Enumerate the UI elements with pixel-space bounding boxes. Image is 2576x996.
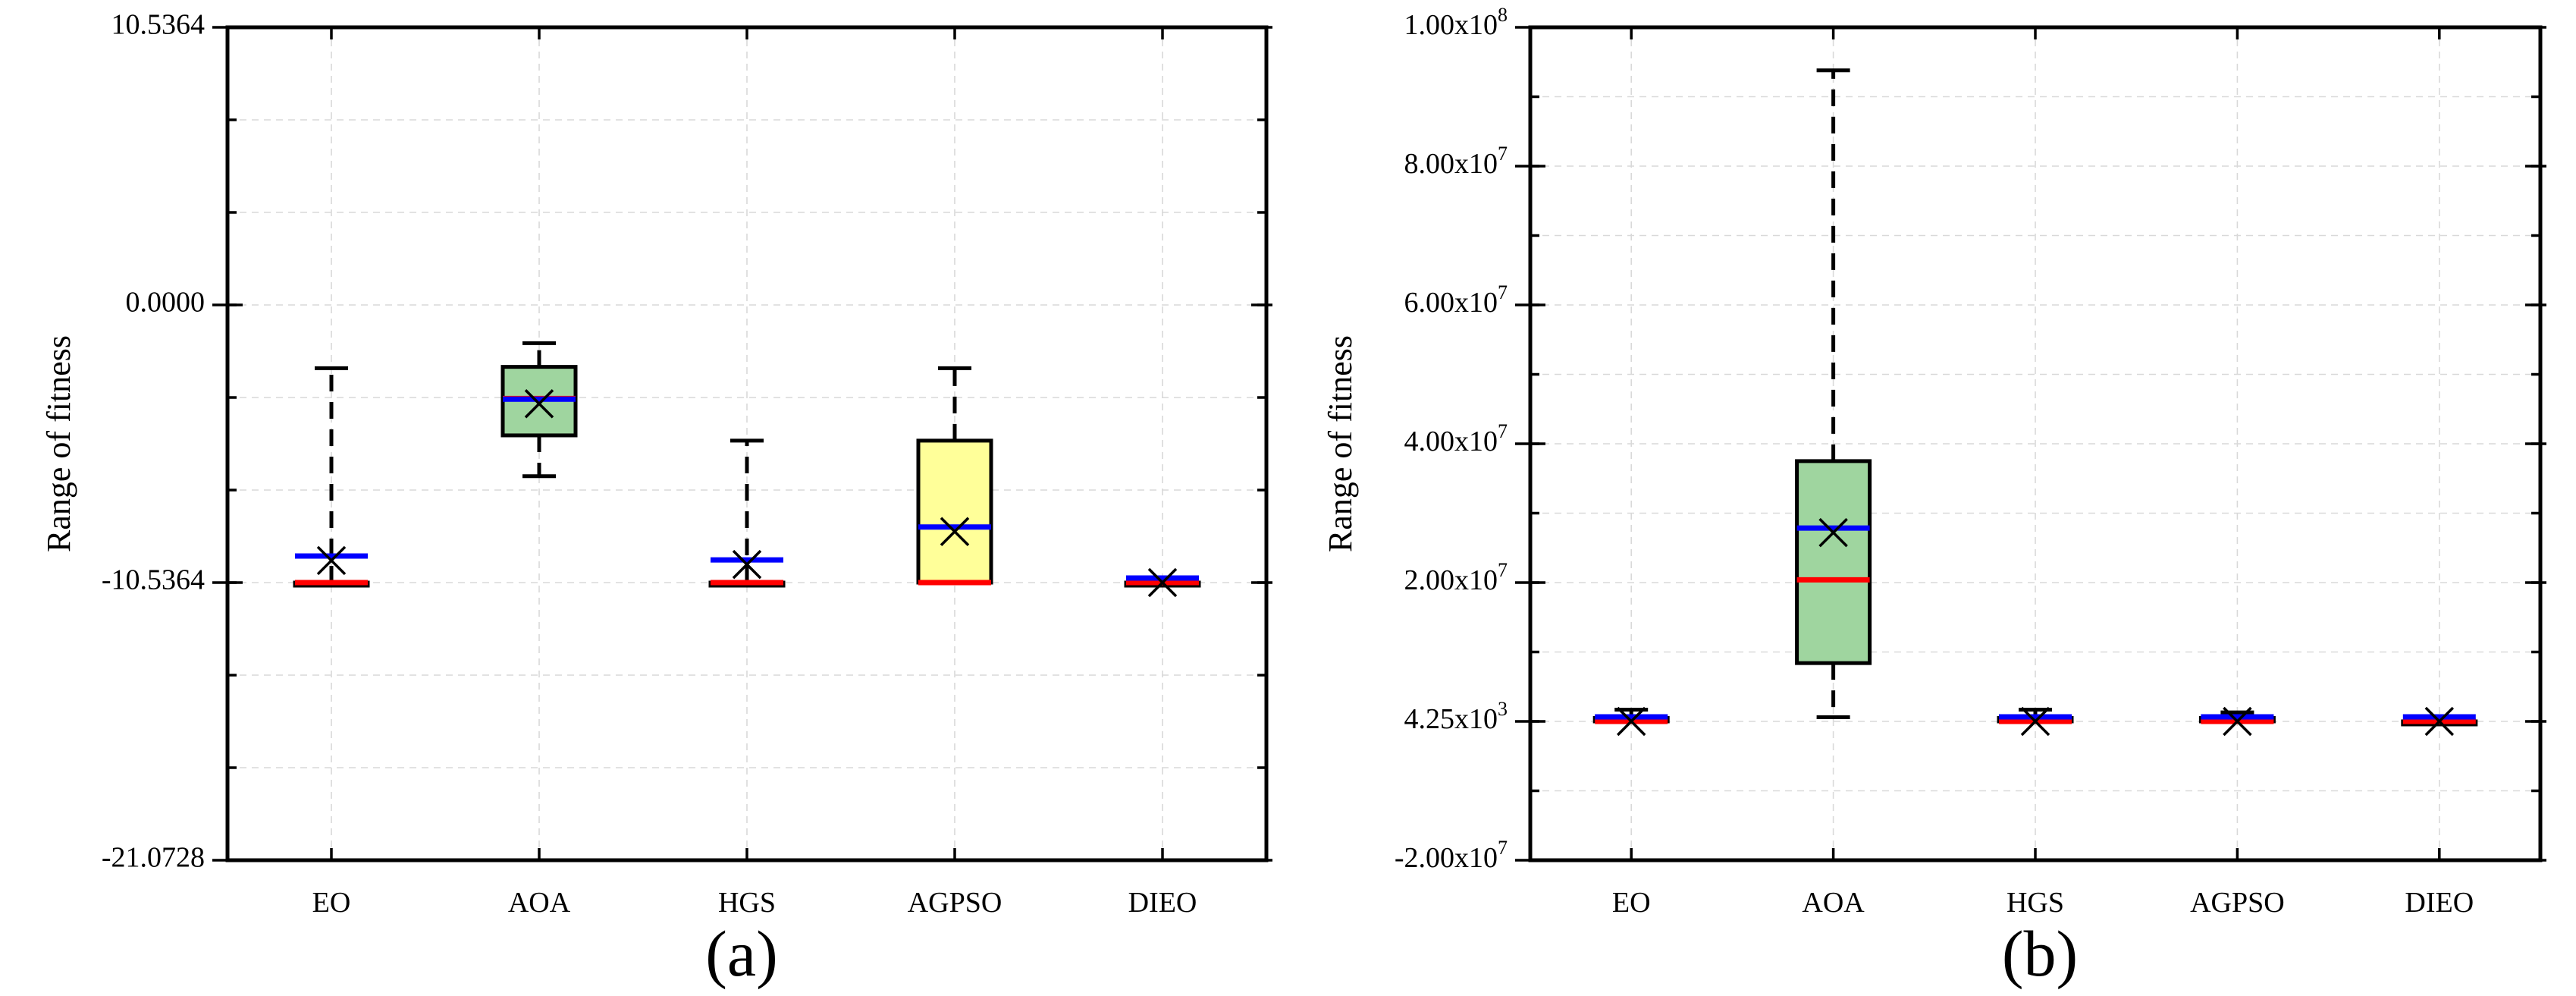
mean-marker: [2223, 706, 2252, 737]
y-axis-label: Range of fitness: [1322, 335, 1359, 552]
box-aoa: [1795, 68, 1872, 720]
y-tick-label: -21.0728: [102, 842, 205, 874]
box-agpso: [916, 366, 993, 586]
y-tick-label: 4.00x107: [1404, 420, 1508, 457]
panel-label: (b): [2002, 917, 2078, 990]
box-aoa: [500, 341, 578, 479]
box-hgs: [708, 438, 786, 588]
mean-marker: [1616, 706, 1646, 737]
mean-marker: [1147, 567, 1178, 598]
y-tick-label: 8.00x107: [1404, 143, 1508, 180]
y-tick-label: 2.00x107: [1404, 559, 1508, 596]
mean-marker: [2424, 706, 2455, 737]
box-hgs: [1997, 706, 2074, 737]
box-body: [1795, 459, 1872, 665]
box-agpso: [2198, 706, 2276, 737]
y-tick-label: 4.25x103: [1404, 698, 1508, 735]
x-tick-label: HGS: [2007, 887, 2064, 919]
x-tick-label: DIEO: [1128, 887, 1197, 919]
y-tick-label: 6.00x107: [1404, 281, 1508, 319]
y-tick-label: -2.00x107: [1395, 837, 1508, 874]
x-tick-label: HGS: [718, 887, 776, 919]
panel-label: (a): [705, 917, 777, 990]
plot-frame: [225, 25, 1269, 862]
y-tick-label: 0.0000: [126, 287, 206, 319]
y-tick-label: 10.5364: [111, 9, 206, 41]
panel-a-boxplot: -21.0728 -10.5364 0.0000 10.5364 EO AOA HGS AGP…: [40, 9, 1272, 990]
panel-b-boxplot: -2.00x107 4.25x103 2.00x107 4.00x107 6.00x10…: [1322, 4, 2546, 990]
x-tick-label: AGPSO: [2190, 887, 2285, 919]
x-tick-label: AGPSO: [908, 887, 1002, 919]
x-tick-label: AOA: [508, 887, 571, 919]
x-tick-label: AOA: [1802, 887, 1865, 919]
box-dieo: [2401, 706, 2478, 737]
y-tick-label: 1.00x108: [1404, 4, 1508, 41]
box-dieo: [1124, 567, 1201, 598]
y-tick-label: -10.5364: [102, 564, 205, 596]
mean-marker: [1818, 517, 1848, 548]
box-eo: [293, 366, 370, 588]
mean-marker: [316, 545, 347, 576]
box-body: [916, 438, 993, 585]
y-axis-label: Range of fitness: [40, 335, 77, 552]
x-tick-label: DIEO: [2405, 887, 2474, 919]
mean-marker: [940, 517, 970, 546]
mean-marker: [732, 549, 762, 580]
mean-marker: [524, 389, 554, 419]
x-tick-label: EO: [312, 887, 351, 919]
plot-frame: [1528, 25, 2543, 862]
x-tick-label: EO: [1612, 887, 1651, 919]
mean-marker: [2020, 706, 2050, 737]
box-eo: [1592, 706, 1670, 737]
